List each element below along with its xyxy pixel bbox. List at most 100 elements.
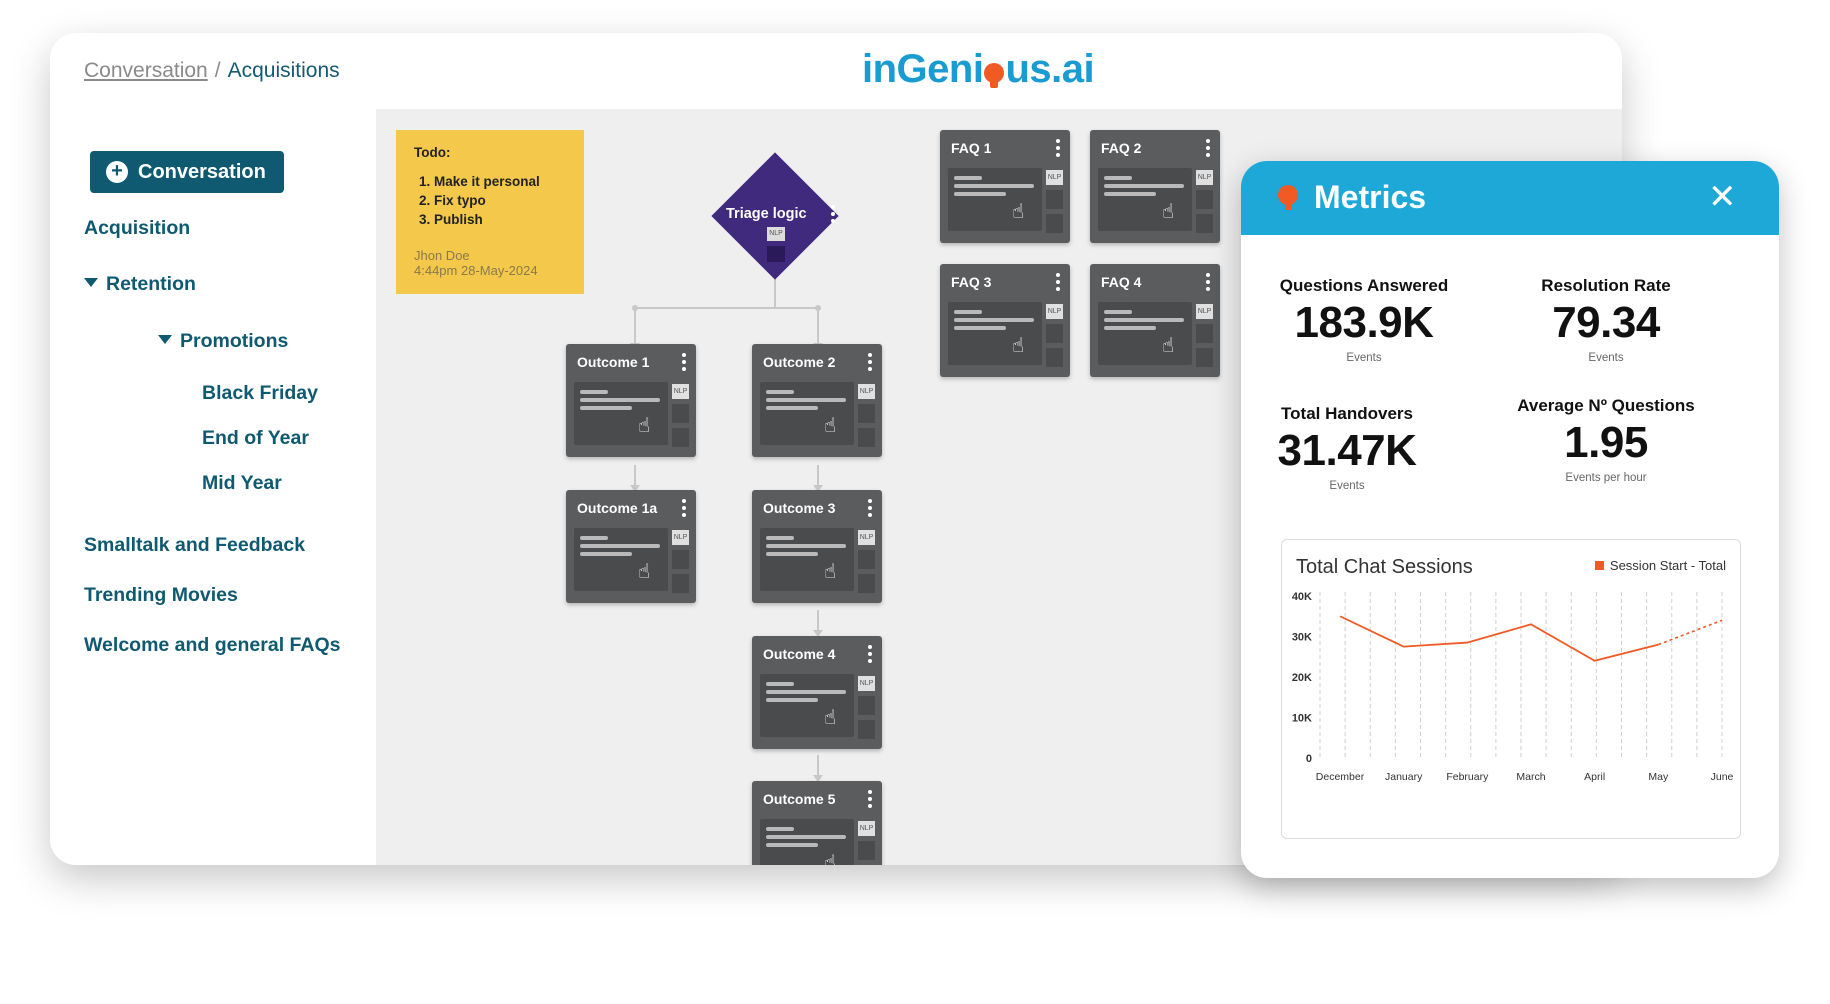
kpi-resolution-rate: Resolution Rate 79.34 Events — [1491, 276, 1721, 364]
sidebar-item-mid-year[interactable]: Mid Year — [202, 472, 282, 495]
node-body — [760, 382, 854, 445]
legend-swatch — [1594, 561, 1604, 570]
sidebar-item-black-friday[interactable]: Black Friday — [202, 382, 318, 405]
chart-title: Total Chat Sessions — [1296, 556, 1473, 578]
text-line — [580, 536, 608, 540]
sidebar-item-acquisition[interactable]: Acquisition — [84, 217, 190, 240]
kpi-value: 1.95 — [1564, 418, 1648, 467]
node-title: FAQ 4 — [1101, 274, 1142, 290]
text-line — [766, 827, 794, 831]
kebab-menu-icon[interactable] — [1206, 139, 1210, 160]
connector-line — [817, 308, 819, 344]
note-author: Jhon Doe 4:44pm 28-May-2024 — [414, 248, 538, 278]
chart-legend[interactable]: Session Start - Total — [1594, 558, 1726, 573]
nlp-badge: NLP — [1046, 170, 1063, 185]
kebab-menu-icon[interactable] — [868, 645, 872, 666]
pointer-hand-icon: ☝ — [824, 707, 837, 729]
nlp-badge: NLP — [672, 384, 689, 399]
sidebar-item-smalltalk[interactable]: Smalltalk and Feedback — [84, 534, 305, 557]
sidebar-item-retention[interactable]: Retention — [84, 273, 196, 296]
node-body — [574, 382, 668, 445]
x-tick-label: February — [1446, 771, 1489, 783]
node-port — [672, 574, 689, 593]
kebab-menu-icon[interactable] — [682, 353, 686, 374]
connector-line — [817, 465, 819, 487]
node-port — [858, 720, 875, 739]
sticky-note[interactable]: Todo: Make it personal Fix typo Publish … — [396, 130, 584, 294]
sidebar-item-promotions[interactable]: Promotions — [158, 330, 288, 353]
kebab-menu-icon[interactable] — [682, 499, 686, 520]
text-line — [580, 552, 632, 556]
note-author-name: Jhon Doe — [414, 248, 470, 263]
kebab-menu-icon[interactable] — [868, 353, 872, 374]
caret-down-icon — [84, 278, 98, 287]
kebab-menu-icon[interactable] — [1056, 273, 1060, 294]
kpi-average-questions: Average Nº Questions 1.95 Events per hou… — [1491, 396, 1721, 484]
text-line — [954, 176, 982, 180]
text-line — [766, 398, 846, 402]
sidebar-item-welcome-faqs[interactable]: Welcome and general FAQs — [84, 634, 340, 657]
pointer-hand-icon: ☝ — [1012, 201, 1025, 223]
sidebar-item-end-of-year[interactable]: End of Year — [202, 427, 309, 450]
flow-node-card[interactable]: Outcome 2 NLP ☝ — [752, 344, 882, 457]
sidebar-item-label: Promotions — [180, 330, 289, 352]
flow-node-card[interactable]: Outcome 4 NLP ☝ — [752, 636, 882, 749]
connector-line — [634, 465, 636, 487]
pointer-hand-icon: ☝ — [638, 415, 651, 437]
breadcrumb-conversation-link[interactable]: Conversation — [84, 59, 208, 82]
connector-line — [634, 307, 818, 309]
flow-node-card[interactable]: Outcome 1a NLP ☝ — [566, 490, 696, 603]
flow-node-card[interactable]: FAQ 2 NLP ☝ — [1090, 130, 1220, 243]
sidebar-item-label: Mid Year — [202, 472, 282, 494]
nlp-badge: NLP — [858, 821, 875, 836]
kebab-menu-icon[interactable] — [1206, 273, 1210, 294]
text-line — [954, 184, 1034, 188]
flow-node-card[interactable]: Outcome 5 NLP ☝ — [752, 781, 882, 865]
flow-node-card[interactable]: FAQ 3 NLP ☝ — [940, 264, 1070, 377]
text-line — [766, 698, 818, 702]
flow-node-card[interactable]: Outcome 3 NLP ☝ — [752, 490, 882, 603]
flow-node-card[interactable]: FAQ 4 NLP ☝ — [1090, 264, 1220, 377]
pointer-hand-icon: ☝ — [824, 561, 837, 583]
close-icon[interactable]: ✕ — [1708, 178, 1737, 216]
node-title: Outcome 3 — [763, 500, 836, 516]
kebab-menu-icon[interactable] — [868, 790, 872, 811]
sidebar-item-label: Acquisition — [84, 217, 191, 239]
text-line — [766, 536, 794, 540]
flow-node-card[interactable]: Outcome 1 NLP ☝ — [566, 344, 696, 457]
note-item: Publish — [434, 210, 566, 229]
sidebar-item-trending-movies[interactable]: Trending Movies — [84, 584, 238, 607]
y-tick-label: 20K — [1292, 672, 1312, 684]
kpi-label: Total Handovers — [1281, 404, 1413, 423]
x-tick-label: December — [1316, 771, 1365, 783]
logo-text-part1: inGeni — [862, 47, 984, 91]
node-title: Outcome 1a — [577, 500, 658, 516]
text-line — [1104, 318, 1184, 322]
connector-arrow — [813, 485, 823, 492]
metrics-title: Metrics — [1314, 179, 1427, 215]
node-body — [760, 674, 854, 737]
connector-line — [817, 610, 819, 632]
node-title: Outcome 5 — [763, 791, 836, 807]
kebab-menu-icon[interactable] — [1056, 139, 1060, 160]
text-line — [580, 406, 632, 410]
node-port — [1046, 348, 1063, 367]
add-conversation-label: Conversation — [138, 160, 266, 183]
breadcrumb: Conversation / Acquisitions — [84, 59, 340, 83]
node-title: FAQ 3 — [951, 274, 992, 290]
nlp-badge: NLP — [1196, 170, 1213, 185]
kebab-menu-icon[interactable] — [868, 499, 872, 520]
y-tick-label: 10K — [1292, 713, 1312, 725]
kpi-unit: Events — [1329, 480, 1365, 492]
nlp-badge: NLP — [1046, 304, 1063, 319]
text-line — [954, 192, 1006, 196]
logo-text-part2: us.ai — [1005, 47, 1095, 91]
text-line — [1104, 192, 1156, 196]
add-conversation-button[interactable]: + Conversation — [90, 151, 284, 193]
kebab-menu-icon[interactable] — [831, 205, 835, 225]
text-line — [1104, 176, 1132, 180]
caret-down-icon — [158, 335, 172, 344]
y-tick-label: 30K — [1292, 632, 1312, 644]
connector-line — [634, 308, 636, 344]
flow-node-card[interactable]: FAQ 1 NLP ☝ — [940, 130, 1070, 243]
